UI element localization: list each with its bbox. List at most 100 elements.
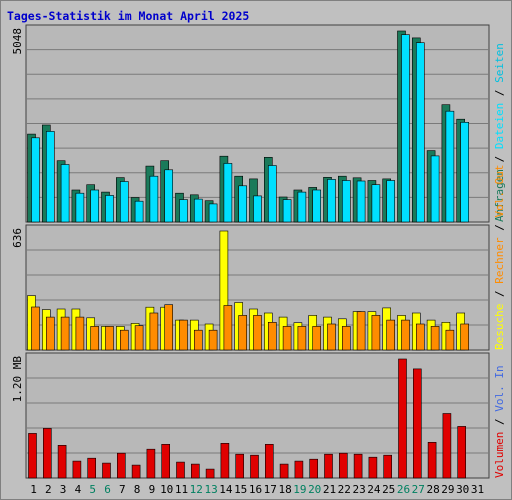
middle-panel-legend: Besuche / Rechner / Vol. Out: [493, 165, 506, 350]
bar-dateien-day-10: [164, 169, 173, 223]
top-panel-legend: Anfragen / Dateien / Seiten: [493, 43, 506, 222]
bar-volumen-day-11: [176, 461, 185, 479]
legend-vol-out: Vol. Out: [493, 165, 506, 218]
bar-volumen-day-8: [131, 464, 141, 479]
y-axis-max-label: 1.20 MB: [11, 356, 24, 403]
x-tick-day-19: 19: [293, 483, 306, 496]
x-tick-day-25: 25: [382, 483, 395, 496]
bar-volumen-day-24: [368, 456, 378, 479]
bar-dateien-day-9: [149, 175, 159, 223]
y-axis-max-label: 636: [11, 228, 24, 248]
x-tick-day-15: 15: [234, 483, 247, 496]
bar-rechner-day-18: [282, 326, 292, 351]
bar-volumen-day-22: [338, 452, 348, 479]
bar-volumen-day-4: [72, 460, 82, 479]
bar-rechner-day-20: [312, 326, 322, 351]
bar-volumen-day-28: [427, 441, 437, 479]
x-tick-day-1: 1: [30, 483, 37, 496]
bar-dateien-day-23: [356, 180, 366, 223]
legend-seiten: Seiten: [493, 43, 506, 83]
top-panel-group: 5048: [11, 24, 490, 223]
bottom-panel-legend: Volumen / Vol. In: [493, 365, 506, 478]
x-tick-day-11: 11: [175, 483, 188, 496]
bar-volumen-day-5: [87, 457, 96, 479]
x-tick-day-14: 14: [219, 483, 233, 496]
x-tick-day-10: 10: [160, 483, 173, 496]
bottom-panel-group: 1.20 MB: [11, 352, 490, 479]
legend-besuche: Besuche: [493, 304, 506, 350]
legend-separator: /: [493, 149, 506, 169]
legend-separator: /: [493, 83, 506, 103]
bar-volumen-day-12: [191, 463, 200, 479]
x-tick-day-13: 13: [204, 483, 217, 496]
x-tick-day-3: 3: [60, 483, 67, 496]
bar-rechner-day-19: [297, 326, 307, 351]
x-tick-day-27: 27: [412, 483, 425, 496]
bar-rechner-day-28: [430, 326, 440, 351]
bar-volumen-day-10: [161, 443, 170, 479]
bar-volumen-day-20: [309, 458, 319, 479]
bar-dateien-day-1: [31, 137, 40, 223]
bar-dateien-day-26: [401, 34, 410, 223]
x-tick-day-7: 7: [119, 483, 126, 496]
legend-vol-in: Vol. In: [493, 365, 506, 411]
bar-rechner-day-4: [75, 316, 85, 351]
bar-volumen-day-26: [398, 358, 407, 479]
bar-rechner-day-10: [164, 304, 173, 351]
x-tick-day-16: 16: [249, 483, 262, 496]
bar-volumen-day-3: [57, 444, 67, 479]
legend-separator: /: [493, 218, 506, 238]
bar-rechner-day-17: [267, 321, 277, 351]
bar-volumen-day-30: [457, 426, 467, 479]
bar-rechner-day-6: [105, 326, 114, 351]
x-tick-day-20: 20: [308, 483, 321, 496]
bar-dateien-day-29: [445, 110, 455, 223]
bar-volumen-day-16: [250, 454, 259, 479]
bar-dateien-day-4: [75, 192, 85, 223]
x-tick-day-22: 22: [338, 483, 351, 496]
bar-dateien-day-18: [282, 199, 292, 223]
bar-volumen-day-21: [324, 453, 333, 479]
bar-rechner-day-3: [60, 316, 70, 351]
bar-rechner-day-22: [341, 326, 351, 351]
bar-rechner-day-7: [120, 329, 129, 351]
bar-dateien-day-30: [460, 122, 470, 223]
x-tick-day-23: 23: [352, 483, 365, 496]
bar-dateien-day-25: [386, 180, 396, 223]
y-axis-max-label: 5048: [11, 28, 24, 55]
legend-rechner: Rechner: [493, 237, 506, 284]
bar-dateien-day-22: [341, 180, 351, 223]
bar-rechner-day-25: [386, 319, 396, 351]
bar-dateien-day-7: [120, 181, 129, 223]
bar-dateien-day-27: [415, 42, 425, 223]
bar-volumen-day-18: [279, 463, 289, 479]
bar-dateien-day-24: [371, 184, 381, 223]
x-tick-day-26: 26: [397, 483, 410, 496]
bar-dateien-day-12: [194, 198, 203, 223]
x-tick-day-12: 12: [190, 483, 203, 496]
bar-dateien-day-28: [430, 155, 440, 223]
bar-rechner-day-13: [208, 329, 218, 351]
bar-volumen-day-15: [235, 453, 244, 479]
bar-dateien-day-13: [208, 203, 218, 223]
bar-dateien-day-11: [179, 199, 188, 223]
bar-volumen-day-27: [412, 368, 422, 479]
bar-volumen-day-2: [42, 428, 52, 479]
bar-dateien-day-16: [253, 195, 262, 223]
bar-volumen-day-13: [205, 468, 215, 479]
x-tick-day-21: 21: [323, 483, 336, 496]
x-tick-day-4: 4: [75, 483, 82, 496]
bar-rechner-day-9: [149, 312, 159, 351]
bar-dateien-day-19: [297, 191, 307, 223]
x-tick-day-2: 2: [45, 483, 52, 496]
x-tick-day-17: 17: [264, 483, 277, 496]
bar-rechner-day-23: [356, 311, 366, 351]
x-tick-day-18: 18: [278, 483, 291, 496]
x-tick-day-9: 9: [149, 483, 156, 496]
legend-dateien: Dateien: [493, 103, 506, 149]
bar-volumen-day-9: [146, 448, 156, 479]
bar-rechner-day-27: [415, 323, 425, 351]
x-tick-day-5: 5: [89, 483, 96, 496]
